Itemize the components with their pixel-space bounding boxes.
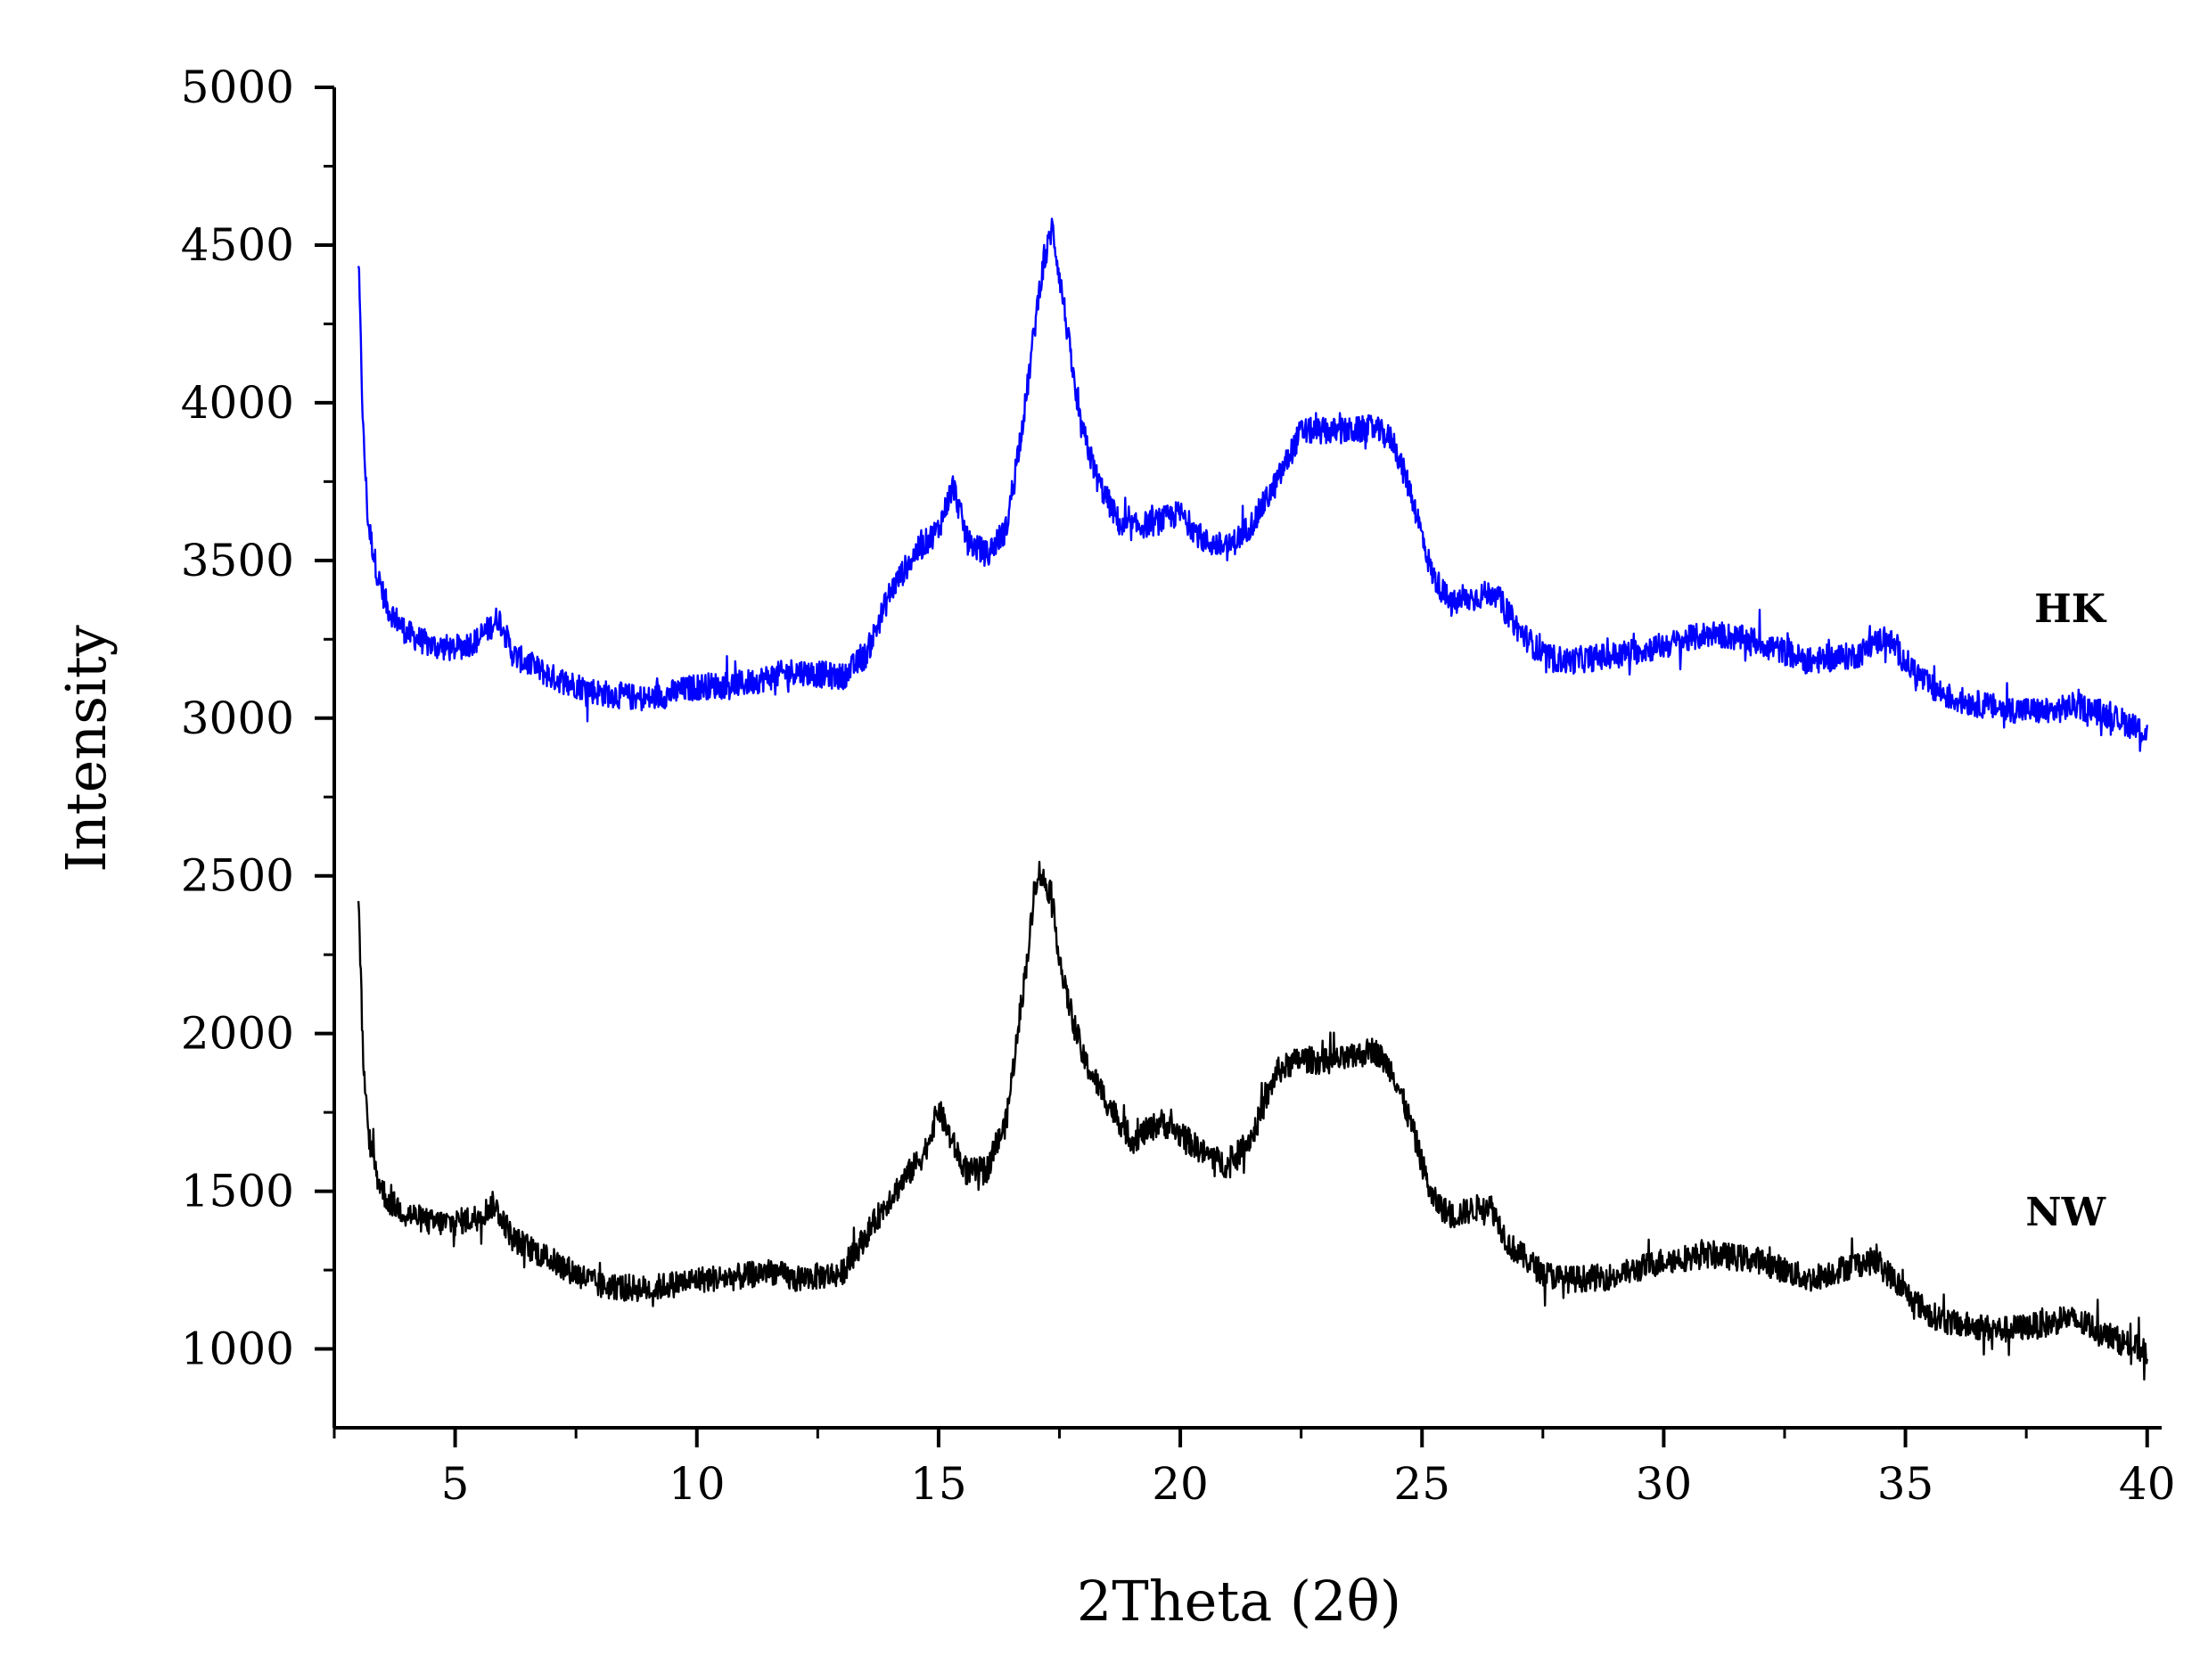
axes-layer: 5 10 15 20 25 30 35 40 1000 1500 2000 2500 3000 3500 4… [181, 61, 2176, 1510]
x-tick-label-40: 40 [2119, 1458, 2176, 1510]
x-axis-title: 2Theta (2θ) [1077, 1569, 1401, 1634]
y-tick-label-4500: 4500 [181, 219, 294, 271]
x-tick-label-25: 25 [1393, 1458, 1450, 1510]
x-tick-label-30: 30 [1636, 1458, 1693, 1510]
x-tick-label-10: 10 [669, 1458, 726, 1510]
x-tick-label-20: 20 [1152, 1458, 1209, 1510]
y-tick-label-3500: 3500 [181, 535, 294, 586]
x-tick-label-35: 35 [1877, 1458, 1934, 1510]
x-tick-label-15: 15 [910, 1458, 967, 1510]
series-line-hk [357, 217, 2148, 752]
y-tick-label-1000: 1000 [181, 1324, 294, 1375]
y-tick-label-1500: 1500 [181, 1166, 294, 1217]
y-tick-label-5000: 5000 [181, 61, 294, 113]
series-label-hk: HK [2034, 586, 2107, 632]
y-tick-label-4000: 4000 [181, 377, 294, 429]
x-tick-label-5: 5 [441, 1458, 470, 1510]
y-tick-label-2000: 2000 [181, 1008, 294, 1060]
y-tick-label-3000: 3000 [181, 692, 294, 744]
y-tick-label-2500: 2500 [181, 850, 294, 902]
series-line-nw [357, 860, 2148, 1381]
series-layer [357, 217, 2148, 1381]
y-axis-title: Intensity [53, 625, 119, 873]
series-label-nw: NW [2025, 1190, 2106, 1235]
